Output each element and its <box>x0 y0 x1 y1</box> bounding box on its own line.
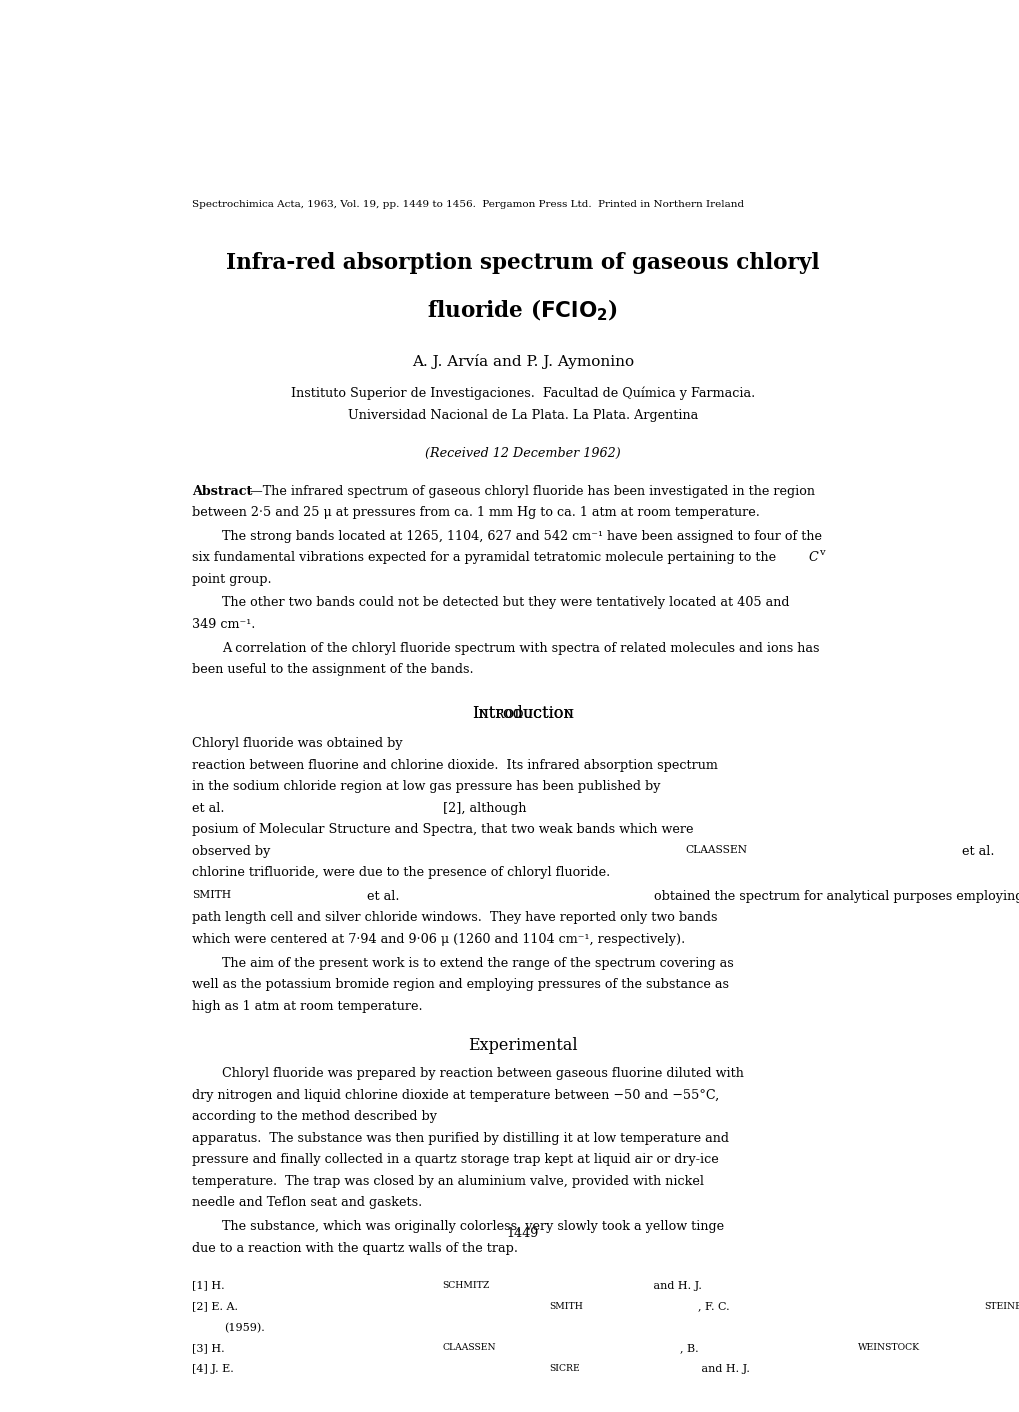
Text: The strong bands located at 1265, 1104, 627 and 542 cm⁻¹ have been assigned to f: The strong bands located at 1265, 1104, … <box>222 530 821 542</box>
Text: according to the method described by: according to the method described by <box>193 1110 441 1123</box>
Text: (1959).: (1959). <box>224 1323 265 1333</box>
Text: CLAASSEN: CLAASSEN <box>685 844 747 854</box>
Text: posium of Molecular Structure and Spectra, that two weak bands which were: posium of Molecular Structure and Spectr… <box>193 823 693 836</box>
Text: SMITH: SMITH <box>193 890 231 899</box>
Text: The substance, which was originally colorless, very slowly took a yellow tinge: The substance, which was originally colo… <box>222 1220 723 1233</box>
Text: , F. C.: , F. C. <box>697 1302 733 1312</box>
Text: well as the potassium bromide region and employing pressures of the substance as: well as the potassium bromide region and… <box>193 979 729 991</box>
Text: high as 1 atm at room temperature.: high as 1 atm at room temperature. <box>193 1000 423 1012</box>
Text: observed by: observed by <box>193 844 274 857</box>
Text: et al.: et al. <box>957 844 994 857</box>
Text: six fundamental vibrations expected for a pyramidal tetratomic molecule pertaini: six fundamental vibrations expected for … <box>193 551 780 565</box>
Text: path length cell and silver chloride windows.  They have reported only two bands: path length cell and silver chloride win… <box>193 912 717 925</box>
Text: —The infrared spectrum of gaseous chloryl fluoride has been investigated in the : —The infrared spectrum of gaseous chlory… <box>250 484 814 497</box>
Text: Spectrochimica Acta, 1963, Vol. 19, pp. 1449 to 1456.  Pergamon Press Ltd.  Prin: Spectrochimica Acta, 1963, Vol. 19, pp. … <box>193 201 744 209</box>
Text: 1449: 1449 <box>506 1227 538 1240</box>
Text: been useful to the assignment of the bands.: been useful to the assignment of the ban… <box>193 664 474 676</box>
Text: SICRE: SICRE <box>549 1364 580 1374</box>
Text: [3] H.: [3] H. <box>193 1343 228 1353</box>
Text: which were centered at 7·94 and 9·06 μ (1260 and 1104 cm⁻¹, respectively).: which were centered at 7·94 and 9·06 μ (… <box>193 933 685 946</box>
Text: temperature.  The trap was closed by an aluminium valve, provided with nickel: temperature. The trap was closed by an a… <box>193 1175 704 1187</box>
Text: and H. J.: and H. J. <box>697 1364 753 1374</box>
Text: A. J. Arvía and P. J. Aymonino: A. J. Arvía and P. J. Aymonino <box>412 354 633 370</box>
Text: Chloryl fluoride was obtained by: Chloryl fluoride was obtained by <box>193 737 407 750</box>
Text: The aim of the present work is to extend the range of the spectrum covering as: The aim of the present work is to extend… <box>222 957 734 970</box>
Text: reaction between fluorine and chlorine dioxide.  Its infrared absorption spectru: reaction between fluorine and chlorine d… <box>193 758 717 771</box>
Text: The other two bands could not be detected but they were tentatively located at 4: The other two bands could not be detecte… <box>222 596 789 610</box>
Text: CLAASSEN: CLAASSEN <box>442 1343 495 1353</box>
Text: [2] E. A.: [2] E. A. <box>193 1302 242 1312</box>
Text: between 2·5 and 25 μ at pressures from ca. 1 mm Hg to ca. 1 atm at room temperat: between 2·5 and 25 μ at pressures from c… <box>193 505 759 520</box>
Text: SCHMITZ: SCHMITZ <box>442 1281 489 1289</box>
Text: [4] J. E.: [4] J. E. <box>193 1364 237 1374</box>
Text: Introduction: Introduction <box>472 705 573 722</box>
Text: dry nitrogen and liquid chlorine dioxide at temperature between −50 and −55°C,: dry nitrogen and liquid chlorine dioxide… <box>193 1089 718 1101</box>
Text: needle and Teflon seat and gaskets.: needle and Teflon seat and gaskets. <box>193 1196 422 1209</box>
Text: Experimental: Experimental <box>468 1036 577 1053</box>
Text: Instituto Superior de Investigaciones.  Facultad de Química y Farmacia.: Instituto Superior de Investigaciones. F… <box>290 387 754 401</box>
Text: et al.: et al. <box>363 890 399 902</box>
Text: , B.: , B. <box>679 1343 701 1353</box>
Text: chlorine trifluoride, were due to the presence of chloryl fluoride.: chlorine trifluoride, were due to the pr… <box>193 867 610 880</box>
Text: obtained the spectrum for analytical purposes employing a 10-cm: obtained the spectrum for analytical pur… <box>650 890 1019 902</box>
Text: and H. J.: and H. J. <box>649 1281 705 1291</box>
Text: SMITH: SMITH <box>549 1302 583 1310</box>
Text: [1] H.: [1] H. <box>193 1281 228 1291</box>
Text: Infra-red absorption spectrum of gaseous chloryl: Infra-red absorption spectrum of gaseous… <box>226 253 818 274</box>
Text: STEINBACH: STEINBACH <box>982 1302 1019 1310</box>
Text: Abstract: Abstract <box>193 484 253 497</box>
Text: in the sodium chloride region at low gas pressure has been published by: in the sodium chloride region at low gas… <box>193 781 664 794</box>
Text: WEINSTOCK: WEINSTOCK <box>858 1343 919 1353</box>
Text: C: C <box>807 551 817 565</box>
Text: fluoride ($\mathbf{FClO_2}$): fluoride ($\mathbf{FClO_2}$) <box>427 298 618 323</box>
Text: (Received 12 December 1962): (Received 12 December 1962) <box>425 446 620 459</box>
Text: Chloryl fluoride was prepared by reaction between gaseous fluorine diluted with: Chloryl fluoride was prepared by reactio… <box>222 1067 744 1080</box>
Text: [2], although: [2], although <box>438 802 530 815</box>
Text: due to a reaction with the quartz walls of the trap.: due to a reaction with the quartz walls … <box>193 1241 518 1254</box>
Text: pressure and finally collected in a quartz storage trap kept at liquid air or dr: pressure and finally collected in a quar… <box>193 1154 718 1166</box>
Text: point group.: point group. <box>193 573 272 586</box>
Text: v: v <box>818 548 824 556</box>
Text: 349 cm⁻¹.: 349 cm⁻¹. <box>193 618 256 631</box>
Text: et al.: et al. <box>193 802 224 815</box>
Text: Universidad Nacional de La Plata. La Plata. Argentina: Universidad Nacional de La Plata. La Pla… <box>347 409 697 422</box>
Text: apparatus.  The substance was then purified by distilling it at low temperature : apparatus. The substance was then purifi… <box>193 1132 729 1145</box>
Text: A correlation of the chloryl fluoride spectrum with spectra of related molecules: A correlation of the chloryl fluoride sp… <box>222 641 819 655</box>
Text: Iɴtʀoᴅᴜᴄtɪoɴ: Iɴtʀoᴅᴜᴄtɪoɴ <box>472 705 573 722</box>
